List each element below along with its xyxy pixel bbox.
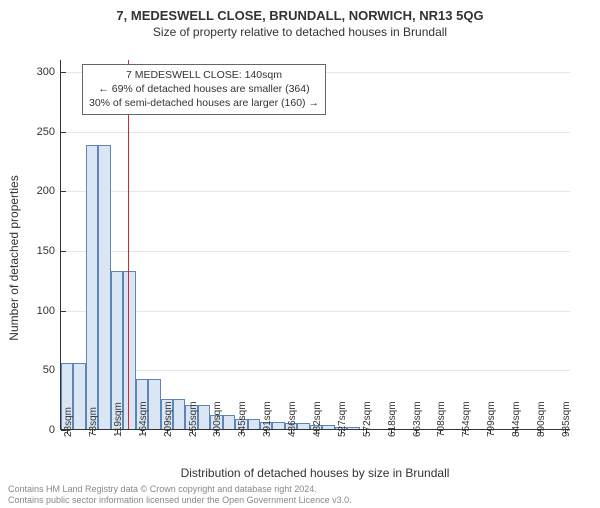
x-tick-label: 482sqm (312, 401, 323, 437)
plot-region: 05010015020025030028sqm73sqm119sqm164sqm… (60, 60, 570, 430)
histogram-bar (73, 363, 85, 429)
x-tick-label: 164sqm (138, 401, 149, 437)
footer-line-2: Contains public sector information licen… (8, 495, 352, 506)
property-marker-line (128, 60, 129, 429)
grid-line (61, 191, 570, 192)
y-tick-label: 0 (49, 424, 61, 436)
x-tick-label: 527sqm (337, 401, 348, 437)
grid-line (61, 370, 570, 371)
y-tick-label: 150 (37, 245, 61, 257)
x-tick-label: 799sqm (486, 401, 497, 437)
footer-line-1: Contains HM Land Registry data © Crown c… (8, 484, 352, 495)
footer-attribution: Contains HM Land Registry data © Crown c… (8, 484, 352, 506)
histogram-bar (123, 271, 135, 429)
histogram-bar (98, 145, 110, 429)
x-tick-label: 119sqm (113, 402, 124, 437)
grid-line (61, 311, 570, 312)
histogram-bar (223, 415, 235, 429)
x-tick-label: 300sqm (212, 401, 223, 437)
histogram-bar (347, 427, 359, 429)
y-axis-label: Number of detached properties (7, 175, 21, 340)
x-tick-label: 28sqm (63, 407, 74, 437)
x-tick-label: 618sqm (387, 401, 398, 437)
y-tick-label: 200 (37, 185, 61, 197)
histogram-bar (86, 145, 98, 429)
histogram-bar (248, 419, 260, 429)
y-tick-label: 250 (37, 126, 61, 138)
histogram-bar (148, 379, 160, 429)
x-tick-label: 391sqm (262, 401, 273, 437)
x-tick-label: 209sqm (163, 401, 174, 437)
chart-area: 05010015020025030028sqm73sqm119sqm164sqm… (60, 60, 570, 430)
x-tick-label: 572sqm (362, 401, 373, 437)
x-tick-label: 436sqm (287, 401, 298, 437)
annotation-line-1: 7 MEDESWELL CLOSE: 140sqm (89, 68, 319, 82)
y-tick-label: 50 (43, 364, 61, 376)
x-tick-label: 935sqm (561, 401, 572, 437)
annotation-box: 7 MEDESWELL CLOSE: 140sqm ← 69% of detac… (82, 64, 326, 115)
x-tick-label: 255sqm (188, 401, 199, 437)
histogram-bar (297, 423, 309, 429)
histogram-bar (272, 422, 284, 429)
x-tick-label: 890sqm (536, 401, 547, 437)
x-tick-label: 73sqm (88, 407, 99, 437)
chart-title-main: 7, MEDESWELL CLOSE, BRUNDALL, NORWICH, N… (0, 8, 600, 23)
x-tick-label: 663sqm (412, 401, 423, 437)
histogram-bar (198, 405, 210, 429)
chart-title-sub: Size of property relative to detached ho… (0, 25, 600, 39)
y-tick-label: 300 (37, 66, 61, 78)
y-tick-label: 100 (37, 305, 61, 317)
grid-line (61, 132, 570, 133)
x-axis-label: Distribution of detached houses by size … (60, 466, 570, 480)
histogram-bar (173, 399, 185, 429)
histogram-bar (322, 425, 334, 429)
x-tick-label: 708sqm (436, 401, 447, 437)
x-tick-label: 844sqm (511, 401, 522, 437)
annotation-line-3: 30% of semi-detached houses are larger (… (89, 96, 319, 110)
grid-line (61, 251, 570, 252)
annotation-line-2: ← 69% of detached houses are smaller (36… (89, 82, 319, 96)
x-tick-label: 754sqm (461, 401, 472, 437)
x-tick-label: 345sqm (237, 401, 248, 437)
